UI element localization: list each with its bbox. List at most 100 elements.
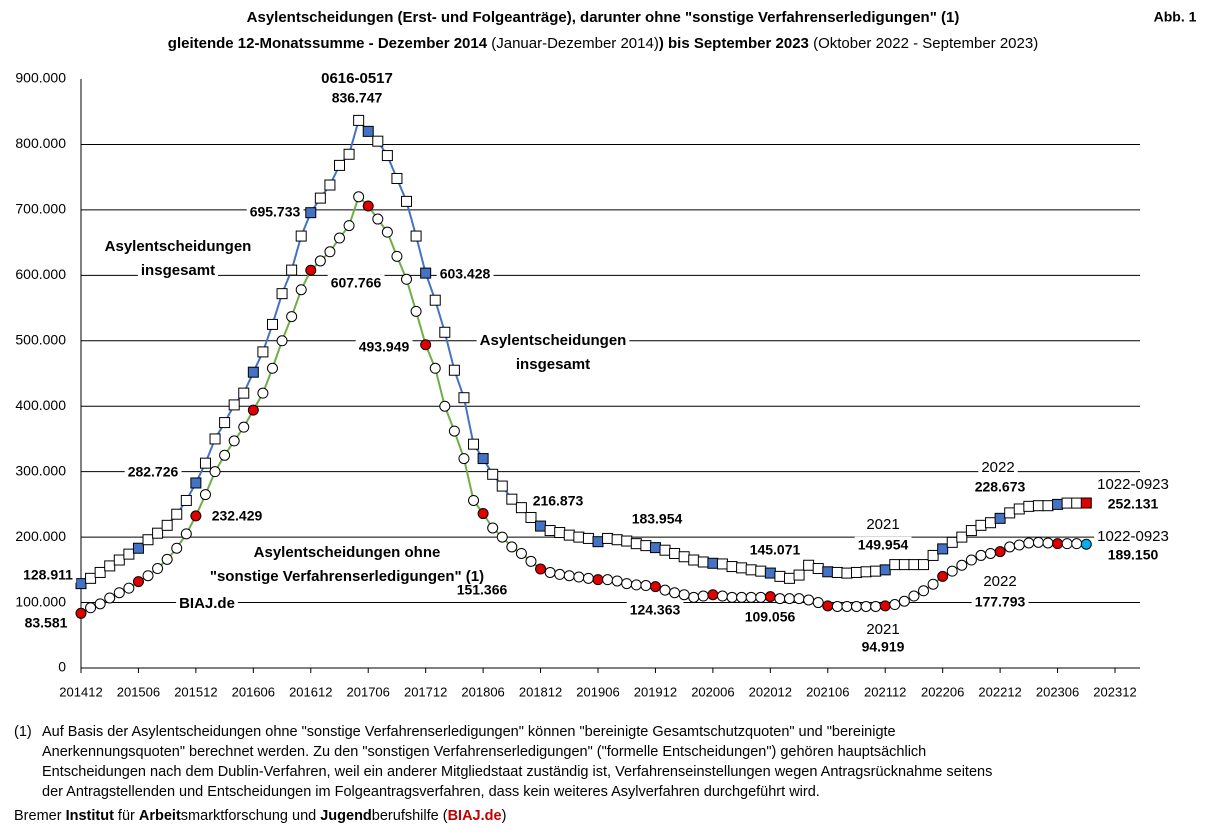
marker-square (410, 230, 422, 242)
marker-square (1061, 497, 1073, 509)
marker-circle (123, 582, 135, 594)
marker-square (238, 387, 250, 399)
label-background (208, 507, 266, 524)
marker-square (851, 566, 862, 578)
marker-square (908, 559, 920, 571)
marker-square (1004, 507, 1016, 519)
value-label: 94.919 (862, 639, 905, 655)
x-tick-label: 202112 (864, 684, 906, 699)
marker-square (621, 535, 633, 547)
marker-square (420, 267, 432, 279)
label-background (863, 620, 903, 638)
annotation: Asylentscheidungen (105, 238, 252, 255)
marker-square (649, 542, 661, 554)
marker-circle (544, 566, 556, 578)
marker-circle (889, 599, 901, 611)
label-background (318, 69, 396, 87)
source-part: smarktforschung und (180, 808, 321, 824)
marker-circle (659, 584, 671, 596)
label-background (854, 536, 912, 553)
label-background (741, 608, 799, 625)
value-label: 282.726 (128, 464, 179, 480)
chart-title: Asylentscheidungen (Erst- und Folgeanträ… (247, 9, 960, 26)
marker-circle (582, 572, 594, 584)
source-part: Arbeit (138, 808, 181, 824)
marker-circle (812, 597, 824, 609)
label-background (21, 614, 71, 631)
marker-square (918, 559, 930, 571)
marker-circle (276, 335, 288, 347)
y-tick-label: 500.000 (15, 331, 66, 347)
marker-circle (640, 580, 652, 592)
marker-square (468, 438, 480, 450)
marker-square (716, 558, 728, 570)
x-tick-label: 201806 (461, 684, 504, 699)
annotation: 1022-0923 (1097, 476, 1169, 493)
marker-square (75, 578, 87, 590)
marker-circle (334, 232, 345, 244)
value-label: 177.793 (975, 594, 1026, 610)
marker-circle (554, 568, 566, 580)
marker-circle (439, 400, 451, 412)
annotation: 2021 (866, 516, 899, 533)
x-tick-label: 201812 (519, 684, 562, 699)
marker-circle (927, 578, 939, 590)
annotation: 2022 (981, 459, 1014, 476)
label-background (250, 543, 444, 561)
marker-square (927, 549, 939, 561)
label-background (971, 478, 1029, 495)
footnote-line: Anerkennungsquoten" berechnet werden. Zu… (42, 744, 927, 760)
marker-circle (209, 466, 221, 478)
marker-circle (1080, 538, 1092, 550)
marker-circle (161, 553, 173, 565)
x-tick-label: 201912 (634, 684, 677, 699)
marker-circle (487, 522, 499, 534)
x-tick-label: 202006 (691, 684, 734, 699)
marker-circle (669, 587, 681, 599)
marker-square (535, 520, 547, 532)
annotation: insgesamt (516, 356, 590, 373)
x-tick-label: 202306 (1036, 684, 1079, 699)
marker-circle (247, 404, 259, 416)
marker-circle (678, 589, 690, 601)
marker-circle (85, 602, 97, 614)
value-label: 232.429 (212, 508, 263, 524)
marker-square (630, 538, 642, 550)
label-background (1094, 475, 1172, 493)
marker-square (266, 318, 278, 330)
marker-circle (113, 587, 125, 599)
marker-square (132, 542, 144, 554)
marker-square (247, 366, 259, 378)
marker-circle (946, 565, 958, 577)
marker-square (257, 346, 269, 358)
annotation: "sonstige Verfahrenserledigungen" (1) (210, 568, 484, 585)
marker-circle (305, 264, 317, 276)
value-label: 695.733 (250, 204, 301, 220)
marker-circle (372, 213, 384, 225)
marker-square (783, 572, 795, 584)
marker-circle (745, 591, 757, 603)
marker-circle (152, 563, 164, 575)
marker-square (353, 114, 365, 126)
marker-circle (353, 191, 365, 203)
marker-square (190, 477, 202, 489)
marker-circle (908, 590, 920, 602)
label-background (476, 331, 630, 349)
y-tick-label: 400.000 (15, 397, 66, 413)
label-background (328, 89, 386, 106)
annotation: insgesamt (141, 262, 215, 279)
marker-circle (783, 593, 795, 605)
marker-circle (879, 600, 891, 612)
label-background (137, 261, 219, 279)
marker-circle (448, 425, 460, 437)
marker-circle (860, 600, 872, 612)
marker-circle (697, 590, 709, 602)
marker-circle (420, 339, 432, 351)
marker-circle (563, 570, 575, 582)
marker-square (554, 527, 566, 539)
marker-square (180, 494, 192, 506)
marker-square (544, 525, 556, 537)
value-label: 228.673 (975, 479, 1026, 495)
chart: Abb. 1 Asylentscheidungen (Erst- und Fol… (15, 9, 1196, 700)
